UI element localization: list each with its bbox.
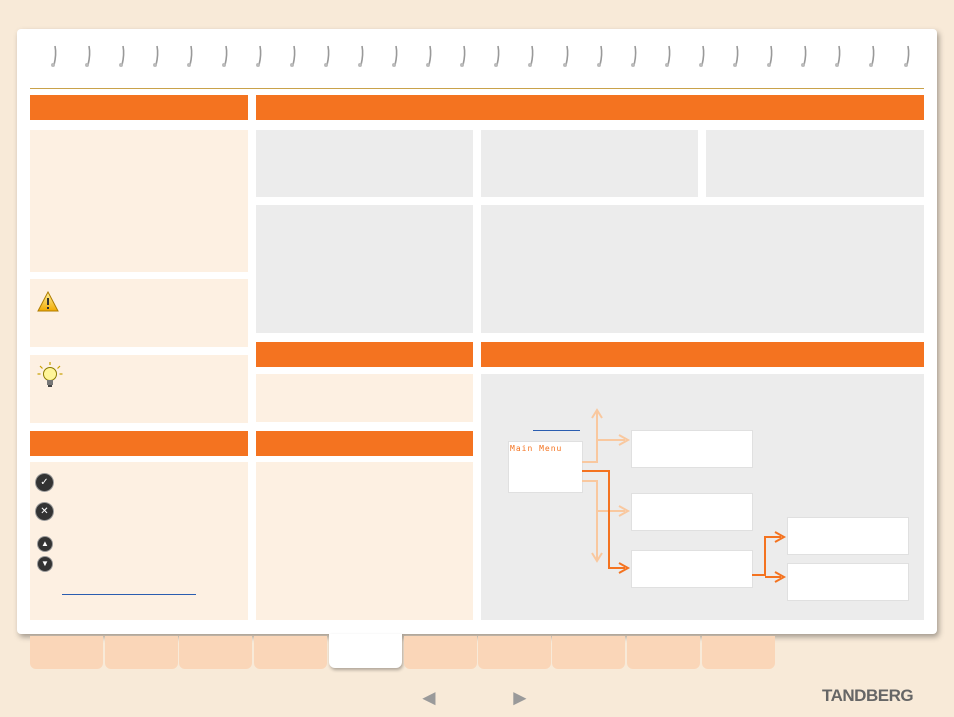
reference-link[interactable] [62, 594, 196, 595]
section-box-b [256, 462, 473, 620]
warning-icon [37, 291, 59, 312]
subsubmenu-box-2[interactable] [787, 563, 909, 601]
ok-key-icon: ✓ [36, 474, 53, 491]
diagram-link[interactable] [533, 430, 580, 431]
spiral-ring [664, 45, 671, 67]
next-page-arrow-icon[interactable]: ► [509, 685, 531, 710]
spiral-ring [84, 45, 91, 67]
chapter-tab-7[interactable] [478, 636, 551, 669]
spiral-ring [732, 45, 739, 67]
spiral-ring [289, 45, 296, 67]
chapter-tab-5[interactable] [329, 634, 402, 668]
spiral-ring [425, 45, 432, 67]
left-header-bar [30, 95, 248, 120]
spiral-ring [630, 45, 637, 67]
chapter-tab-3[interactable] [179, 636, 252, 669]
chapter-tab-1[interactable] [30, 636, 103, 669]
spiral-ring [800, 45, 807, 67]
spiral-ring [391, 45, 398, 67]
section-header-bar-b [256, 431, 473, 456]
spiral-ring [834, 45, 841, 67]
chapter-tab-8[interactable] [552, 636, 625, 669]
submenu-box-1[interactable] [631, 430, 753, 468]
spiral-ring [766, 45, 773, 67]
main-header-bar [256, 95, 924, 120]
intro-text-box [30, 130, 248, 272]
submenu-box-3[interactable] [631, 550, 753, 588]
arrow-down-key-icon: ▼ [38, 557, 52, 571]
spiral-ring [255, 45, 262, 67]
spiral-ring [596, 45, 603, 67]
spiral-ring [527, 45, 534, 67]
spiral-ring [152, 45, 159, 67]
menu-structure-header-bar [481, 342, 924, 367]
spiral-ring [221, 45, 228, 67]
chapter-tab-9[interactable] [627, 636, 700, 669]
subsubmenu-box-1[interactable] [787, 517, 909, 555]
spiral-ring [868, 45, 875, 67]
spiral-ring [357, 45, 364, 67]
section-box-a [256, 374, 473, 422]
spiral-ring [903, 45, 910, 67]
spiral-ring [698, 45, 705, 67]
cancel-key-icon: ✕ [36, 503, 53, 520]
info-box-2 [481, 130, 698, 197]
main-menu-box[interactable] [508, 441, 583, 493]
info-box-1 [256, 130, 473, 197]
spiral-ring [50, 45, 57, 67]
info-box-3 [706, 130, 924, 197]
submenu-box-2[interactable] [631, 493, 753, 531]
tandberg-logo: TANDBERG [822, 686, 914, 705]
spiral-ring [323, 45, 330, 67]
tip-box [30, 355, 248, 423]
chapter-tab-2[interactable] [105, 636, 178, 669]
remote-keys-header-bar [30, 431, 248, 456]
spiral-ring [493, 45, 500, 67]
chapter-tab-6[interactable] [404, 636, 477, 669]
info-box-4 [256, 205, 473, 333]
info-box-wide [481, 205, 924, 333]
previous-page-arrow-icon[interactable]: ◄ [418, 685, 440, 710]
spiral-ring [186, 45, 193, 67]
spiral-ring [118, 45, 125, 67]
remote-keys-box: ✓ ✕ ▲ ▼ [30, 462, 248, 620]
title-rule [30, 88, 924, 89]
chapter-tab-10[interactable] [702, 636, 775, 669]
arrow-up-key-icon: ▲ [38, 537, 52, 551]
lightbulb-icon [37, 362, 63, 387]
main-menu-label: Main Menu [510, 444, 563, 453]
chapter-tab-4[interactable] [254, 636, 327, 669]
spiral-ring [459, 45, 466, 67]
warning-box [30, 279, 248, 347]
spiral-ring [562, 45, 569, 67]
section-header-bar-a [256, 342, 473, 367]
